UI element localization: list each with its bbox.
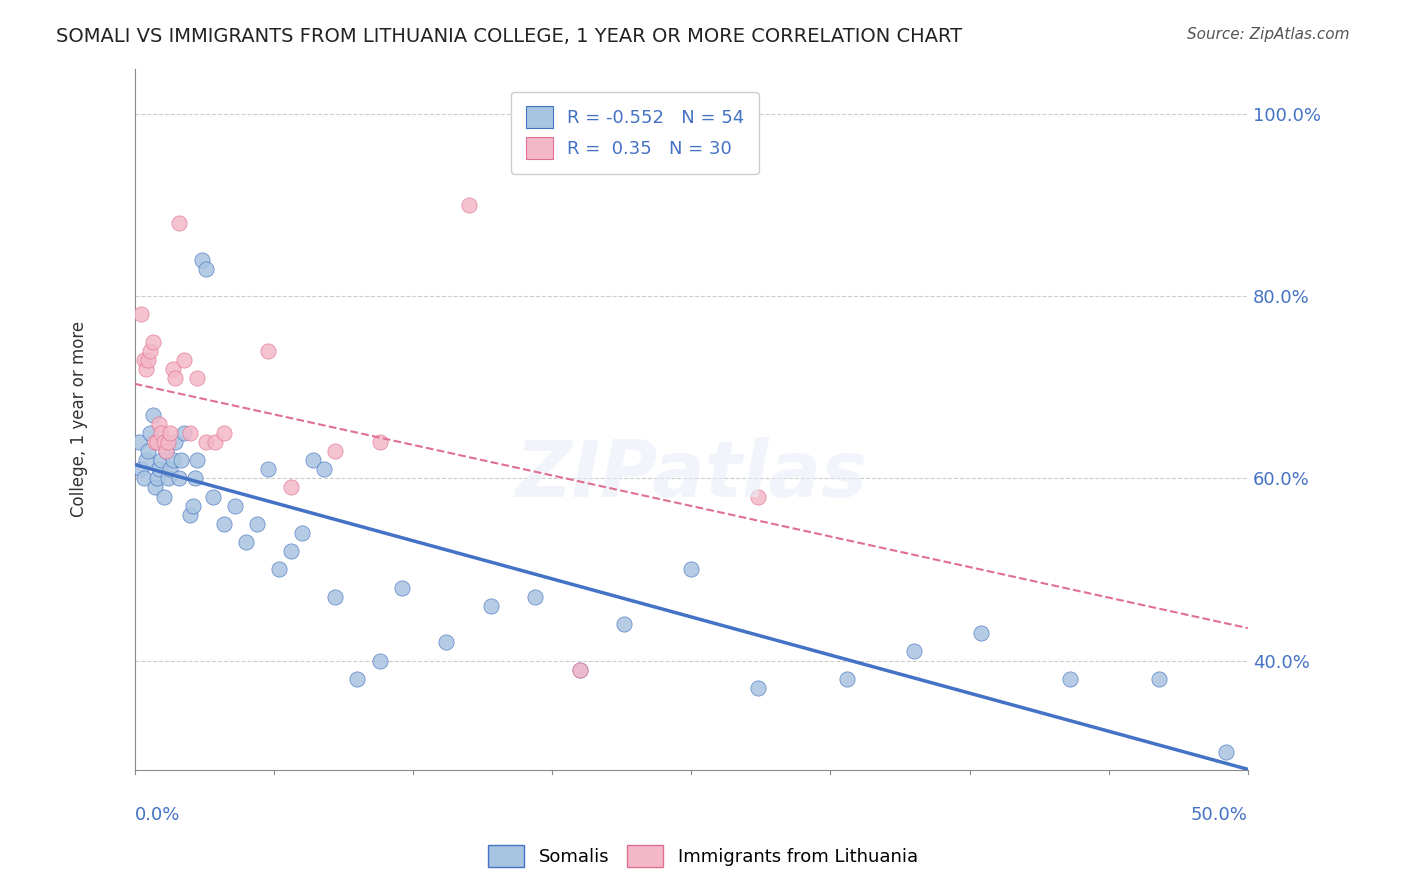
Point	[163, 371, 186, 385]
Point	[131, 462, 153, 476]
Point	[128, 434, 150, 449]
Point	[368, 653, 391, 667]
Point	[157, 434, 180, 449]
Point	[152, 434, 174, 449]
Point	[301, 453, 323, 467]
Point	[479, 599, 502, 613]
Point	[139, 425, 162, 440]
Point	[457, 198, 479, 212]
Point	[155, 444, 177, 458]
Point	[170, 453, 193, 467]
Point	[1215, 745, 1237, 759]
Point	[159, 425, 181, 440]
Point	[190, 252, 212, 267]
Point	[970, 626, 993, 640]
Point	[346, 672, 368, 686]
Point	[269, 562, 291, 576]
Point	[204, 434, 226, 449]
Point	[162, 453, 184, 467]
Point	[135, 362, 157, 376]
Point	[681, 562, 703, 576]
Point	[136, 353, 159, 368]
Point	[568, 663, 591, 677]
Point	[613, 617, 636, 632]
Point	[434, 635, 457, 649]
Point	[568, 663, 591, 677]
Point	[150, 453, 173, 467]
Point	[150, 425, 173, 440]
Point	[141, 408, 163, 422]
Point	[162, 362, 184, 376]
Point	[143, 480, 166, 494]
Point	[194, 434, 217, 449]
Point	[246, 516, 269, 531]
Point	[167, 216, 190, 230]
Point	[152, 490, 174, 504]
Point	[323, 444, 346, 458]
Point	[146, 434, 169, 449]
Text: ZIPatlas: ZIPatlas	[515, 437, 868, 513]
Point	[747, 681, 769, 695]
Point	[524, 590, 547, 604]
Point	[186, 371, 208, 385]
Point	[1147, 672, 1170, 686]
Point	[747, 490, 769, 504]
Point	[391, 581, 413, 595]
Point	[212, 425, 235, 440]
Point	[186, 453, 208, 467]
Point	[136, 444, 159, 458]
Point	[212, 516, 235, 531]
Point	[131, 307, 153, 321]
Text: 0.0%: 0.0%	[135, 806, 180, 824]
Point	[837, 672, 859, 686]
Point	[135, 453, 157, 467]
Point	[280, 480, 302, 494]
Point	[323, 590, 346, 604]
Legend: R = -0.552   N = 54, R =  0.35   N = 30: R = -0.552 N = 54, R = 0.35 N = 30	[510, 92, 759, 174]
Point	[148, 462, 170, 476]
Text: College, 1 year or more: College, 1 year or more	[70, 321, 89, 517]
Point	[280, 544, 302, 558]
Point	[173, 353, 195, 368]
Text: 50.0%: 50.0%	[1191, 806, 1249, 824]
Point	[1059, 672, 1081, 686]
Point	[157, 471, 180, 485]
Legend: Somalis, Immigrants from Lithuania: Somalis, Immigrants from Lithuania	[481, 838, 925, 874]
Point	[184, 471, 207, 485]
Point	[257, 462, 280, 476]
Text: SOMALI VS IMMIGRANTS FROM LITHUANIA COLLEGE, 1 YEAR OR MORE CORRELATION CHART: SOMALI VS IMMIGRANTS FROM LITHUANIA COLL…	[56, 27, 962, 45]
Point	[312, 462, 335, 476]
Point	[148, 417, 170, 431]
Point	[132, 353, 155, 368]
Point	[173, 425, 195, 440]
Point	[146, 471, 169, 485]
Point	[167, 471, 190, 485]
Point	[139, 343, 162, 358]
Point	[903, 644, 925, 658]
Point	[224, 499, 246, 513]
Point	[368, 434, 391, 449]
Point	[163, 434, 186, 449]
Point	[194, 261, 217, 276]
Point	[179, 508, 201, 522]
Point	[143, 434, 166, 449]
Point	[159, 462, 181, 476]
Point	[141, 334, 163, 349]
Point	[257, 343, 280, 358]
Point	[291, 526, 314, 541]
Point	[179, 425, 201, 440]
Point	[181, 499, 204, 513]
Point	[132, 471, 155, 485]
Point	[235, 535, 257, 549]
Point	[155, 444, 177, 458]
Text: Source: ZipAtlas.com: Source: ZipAtlas.com	[1187, 27, 1350, 42]
Point	[201, 490, 224, 504]
